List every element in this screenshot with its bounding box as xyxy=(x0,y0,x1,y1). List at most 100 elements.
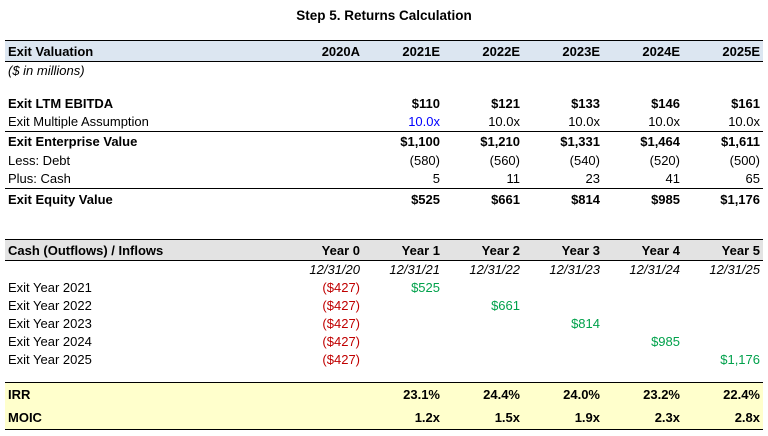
cell: (520) xyxy=(649,152,680,168)
cell: $133 xyxy=(571,95,600,111)
row-less-debt: Less: Debt (580) (560) (540) (520) (500) xyxy=(5,151,763,169)
section-title-cash-flows: Cash (Outflows) / Inflows xyxy=(8,242,164,258)
cell: 65 xyxy=(745,171,760,186)
inflow-cell: $814 xyxy=(571,315,600,331)
inflow-cell: $985 xyxy=(651,333,680,349)
col-header-2023e: 2023E xyxy=(562,43,600,59)
cell: $1,176 xyxy=(720,191,760,207)
cell: $814 xyxy=(571,191,600,207)
dates-row: 12/31/20 12/31/21 12/31/22 12/31/23 12/3… xyxy=(5,261,763,278)
irr-cell: 23.2% xyxy=(643,387,680,402)
row-exit-year-2022: Exit Year 2022 ($427) $661 xyxy=(5,296,763,314)
row-label: Exit Year 2023 xyxy=(8,315,92,331)
row-plus-cash: Plus: Cash 5 11 23 41 65 xyxy=(5,169,763,188)
date-cell: 12/31/21 xyxy=(389,262,440,277)
exit-valuation-header-row: Exit Valuation 2020A 2021E 2022E 2023E 2… xyxy=(5,40,763,62)
col-header-year5: Year 5 xyxy=(721,242,760,258)
cell: $1,210 xyxy=(480,134,520,149)
row-label: Exit Year 2024 xyxy=(8,333,92,349)
cell: (500) xyxy=(729,152,760,168)
units-note-row: ($ in millions) xyxy=(5,62,763,79)
row-label: Exit Enterprise Value xyxy=(8,134,138,149)
units-note: ($ in millions) xyxy=(8,63,85,78)
row-irr: IRR 23.1% 24.4% 24.0% 23.2% 22.4% xyxy=(5,383,763,406)
row-label: Exit Equity Value xyxy=(8,191,113,207)
outflow-cell: ($427) xyxy=(322,351,360,367)
cell: 41 xyxy=(665,171,680,186)
moic-cell: 1.2x xyxy=(414,410,440,425)
cell: (560) xyxy=(489,152,520,168)
row-exit-equity-value: Exit Equity Value $525 $661 $814 $985 $1… xyxy=(5,188,763,209)
moic-cell: 1.5x xyxy=(494,410,520,425)
row-exit-year-2024: Exit Year 2024 ($427) $985 xyxy=(5,332,763,350)
date-cell: 12/31/23 xyxy=(549,262,600,277)
row-moic: MOIC 1.2x 1.5x 1.9x 2.3x 2.8x xyxy=(5,406,763,429)
irr-cell: 22.4% xyxy=(723,387,760,402)
cell: 5 xyxy=(432,171,440,186)
cell: 10.0x xyxy=(728,114,760,129)
cell: 10.0x xyxy=(648,114,680,129)
irr-cell: 24.0% xyxy=(563,387,600,402)
row-label: Exit Year 2021 xyxy=(8,279,92,295)
row-exit-year-2021: Exit Year 2021 ($427) $525 xyxy=(5,278,763,296)
outflow-cell: ($427) xyxy=(322,297,360,313)
returns-summary-block: IRR 23.1% 24.4% 24.0% 23.2% 22.4% MOIC 1… xyxy=(5,382,763,430)
inflow-cell: $525 xyxy=(411,279,440,295)
col-header-2022e: 2022E xyxy=(482,43,520,59)
page-title: Step 5. Returns Calculation xyxy=(296,8,472,23)
row-exit-year-2025: Exit Year 2025 ($427) $1,176 xyxy=(5,350,763,368)
col-header-2020a: 2020A xyxy=(321,43,360,59)
row-label: Exit Multiple Assumption xyxy=(8,114,149,129)
col-header-year4: Year 4 xyxy=(641,242,680,258)
cell: $161 xyxy=(731,95,760,111)
exit-multiple-input-cell[interactable]: 10.0x xyxy=(408,114,440,129)
col-header-year0: Year 0 xyxy=(321,242,360,258)
inflow-cell: $1,176 xyxy=(720,351,760,367)
cell: 11 xyxy=(506,171,521,186)
returns-calculation-sheet: Exit Valuation 2020A 2021E 2022E 2023E 2… xyxy=(5,40,763,430)
row-label: Plus: Cash xyxy=(8,171,71,186)
row-exit-ltm-ebitda: Exit LTM EBITDA $110 $121 $133 $146 $161 xyxy=(5,94,763,112)
date-cell: 12/31/25 xyxy=(709,262,760,277)
spacer xyxy=(5,79,763,94)
cell: $661 xyxy=(491,191,520,207)
spacer xyxy=(5,368,763,382)
row-exit-enterprise-value: Exit Enterprise Value $1,100 $1,210 $1,3… xyxy=(5,131,763,151)
cell: $1,611 xyxy=(720,134,760,149)
cell: $525 xyxy=(411,191,440,207)
moic-cell: 2.8x xyxy=(734,410,760,425)
col-header-year1: Year 1 xyxy=(401,242,440,258)
cell: $110 xyxy=(411,95,440,111)
cell: (580) xyxy=(409,152,440,168)
spacer xyxy=(5,209,763,239)
irr-cell: 23.1% xyxy=(403,387,440,402)
date-cell: 12/31/24 xyxy=(629,262,680,277)
date-cell: 12/31/20 xyxy=(309,262,360,277)
cell: (540) xyxy=(569,152,600,168)
cell: 10.0x xyxy=(568,114,600,129)
col-header-year2: Year 2 xyxy=(481,242,520,258)
cell: $1,100 xyxy=(400,134,440,149)
row-label: IRR xyxy=(8,387,31,402)
outflow-cell: ($427) xyxy=(322,279,360,295)
moic-cell: 2.3x xyxy=(654,410,680,425)
row-label: Less: Debt xyxy=(8,152,71,168)
col-header-year3: Year 3 xyxy=(561,242,600,258)
inflow-cell: $661 xyxy=(491,297,520,313)
row-label: MOIC xyxy=(8,410,42,425)
row-label: Exit Year 2025 xyxy=(8,351,92,367)
outflow-cell: ($427) xyxy=(322,333,360,349)
row-label: Exit Year 2022 xyxy=(8,297,92,313)
cell: 10.0x xyxy=(488,114,520,129)
section-title-exit-valuation: Exit Valuation xyxy=(8,43,94,59)
col-header-2025e: 2025E xyxy=(722,43,760,59)
irr-cell: 24.4% xyxy=(483,387,520,402)
cell: $1,464 xyxy=(640,134,680,149)
date-cell: 12/31/22 xyxy=(469,262,520,277)
outflow-cell: ($427) xyxy=(322,315,360,331)
cell: 23 xyxy=(585,171,600,186)
col-header-2021e: 2021E xyxy=(402,43,440,59)
cell: $121 xyxy=(491,95,520,111)
col-header-2024e: 2024E xyxy=(642,43,680,59)
cash-flows-header-row: Cash (Outflows) / Inflows Year 0 Year 1 … xyxy=(5,239,763,261)
